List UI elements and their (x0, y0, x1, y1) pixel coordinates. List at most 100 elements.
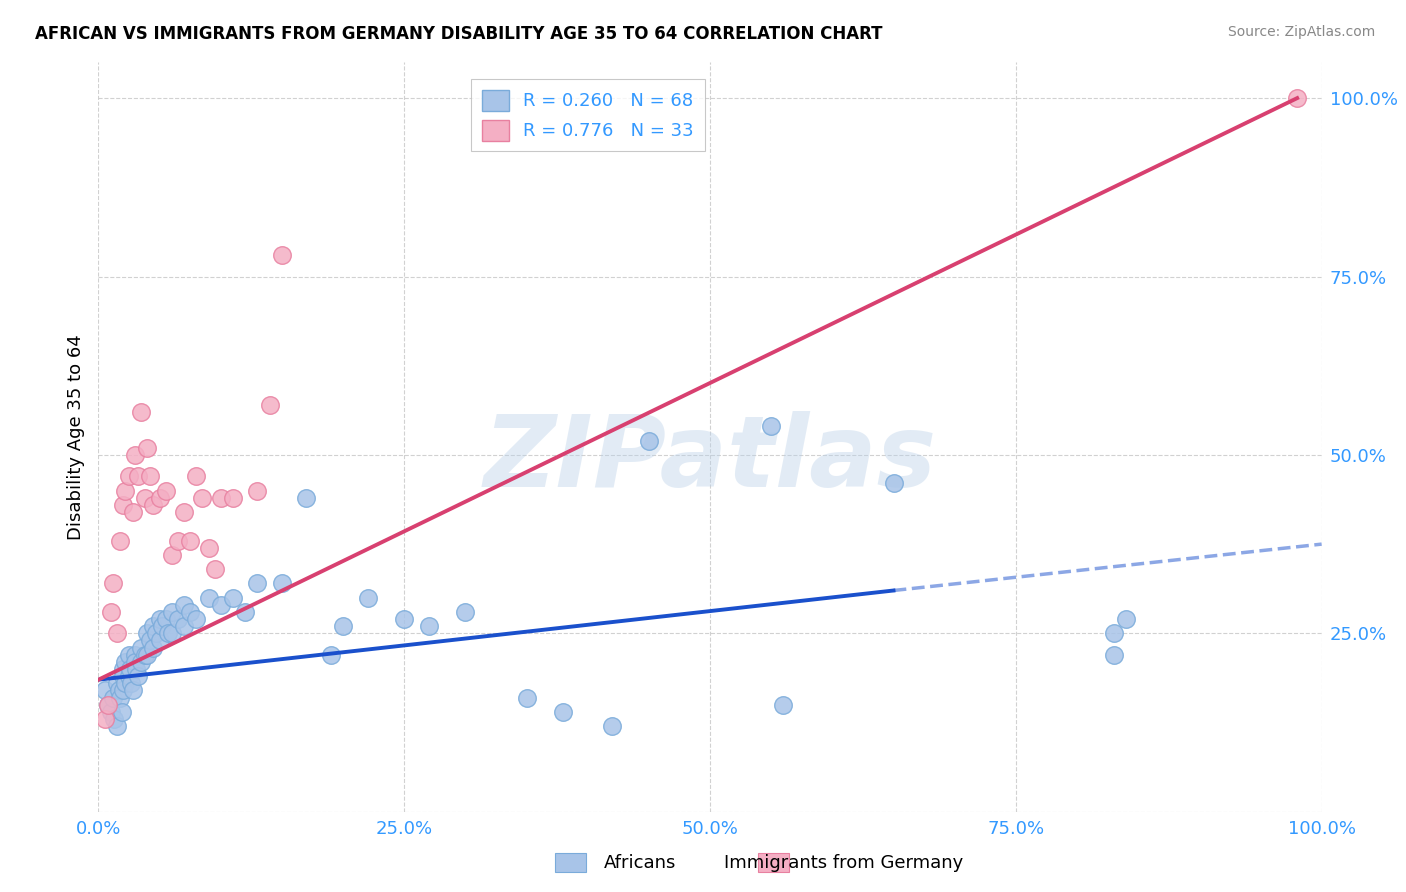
Point (209, 491, 232, 505)
Point (118, 469, 141, 483)
Point (319, 648, 342, 662)
Point (118, 669, 141, 683)
Point (270, 248, 294, 262)
Point (127, 469, 149, 483)
Bar (758, 853, 789, 872)
Point (124, 448, 146, 462)
Point (160, 548, 183, 562)
Point (197, 591, 219, 605)
Point (124, 648, 146, 662)
Point (222, 591, 245, 605)
Point (356, 591, 378, 605)
Point (134, 491, 156, 505)
Point (111, 498, 134, 512)
Point (155, 483, 177, 498)
Point (186, 612, 208, 626)
Point (160, 626, 183, 640)
Point (772, 698, 794, 712)
Point (145, 626, 167, 640)
Legend: R = 0.260   N = 68, R = 0.776   N = 33: R = 0.260 N = 68, R = 0.776 N = 33 (471, 79, 704, 152)
Point (101, 576, 124, 591)
Text: AFRICAN VS IMMIGRANTS FROM GERMANY DISABILITY AGE 35 TO 64 CORRELATION CHART: AFRICAN VS IMMIGRANTS FROM GERMANY DISAB… (35, 25, 883, 43)
Point (197, 541, 219, 555)
Bar (555, 853, 586, 872)
Point (191, 491, 214, 505)
Point (111, 705, 134, 719)
Point (136, 648, 159, 662)
Point (1102, 626, 1125, 640)
Point (186, 469, 208, 483)
Point (150, 619, 173, 633)
Point (101, 690, 124, 705)
Point (179, 533, 201, 548)
Point (134, 648, 156, 662)
Point (167, 612, 190, 626)
Point (129, 640, 152, 655)
Point (204, 562, 226, 576)
Point (1102, 648, 1125, 662)
Point (105, 719, 128, 733)
Point (110, 690, 132, 705)
Point (155, 612, 177, 626)
Y-axis label: Disability Age 35 to 64: Disability Age 35 to 64 (66, 334, 84, 540)
Point (110, 533, 132, 548)
Point (149, 633, 172, 648)
Point (97, 698, 120, 712)
Point (761, 419, 783, 434)
Point (120, 662, 142, 676)
Text: Africans: Africans (603, 855, 676, 872)
Point (118, 648, 141, 662)
Point (129, 655, 152, 669)
Point (149, 612, 172, 626)
Point (209, 598, 232, 612)
Point (121, 505, 143, 519)
Point (142, 640, 165, 655)
Point (139, 633, 162, 648)
Point (418, 619, 440, 633)
Point (173, 598, 195, 612)
Point (157, 626, 180, 640)
Point (246, 576, 269, 591)
Point (637, 434, 661, 448)
Point (136, 441, 159, 455)
Point (233, 605, 256, 619)
Point (392, 612, 416, 626)
Point (129, 405, 152, 419)
Point (111, 669, 134, 683)
Point (105, 676, 128, 690)
Point (173, 619, 195, 633)
Point (111, 683, 134, 698)
Point (454, 605, 477, 619)
Point (114, 483, 136, 498)
Point (600, 719, 623, 733)
Point (97, 698, 120, 712)
Point (108, 683, 131, 698)
Point (93, 712, 115, 726)
Point (883, 476, 905, 491)
Point (121, 683, 143, 698)
Point (553, 705, 575, 719)
Point (149, 491, 172, 505)
Point (1286, 91, 1309, 105)
Point (100, 705, 122, 719)
Point (125, 662, 148, 676)
Point (222, 491, 245, 505)
Point (295, 491, 318, 505)
Point (332, 619, 354, 633)
Point (142, 619, 165, 633)
Point (160, 605, 183, 619)
Point (124, 655, 146, 669)
Point (515, 690, 537, 705)
Point (120, 676, 142, 690)
Point (111, 662, 134, 676)
Point (114, 676, 136, 690)
Point (1115, 612, 1137, 626)
Point (246, 483, 269, 498)
Point (142, 498, 165, 512)
Point (136, 626, 159, 640)
Text: ZIPatlas: ZIPatlas (484, 411, 936, 508)
Point (105, 626, 128, 640)
Point (270, 576, 294, 591)
Point (179, 605, 201, 619)
Point (114, 655, 136, 669)
